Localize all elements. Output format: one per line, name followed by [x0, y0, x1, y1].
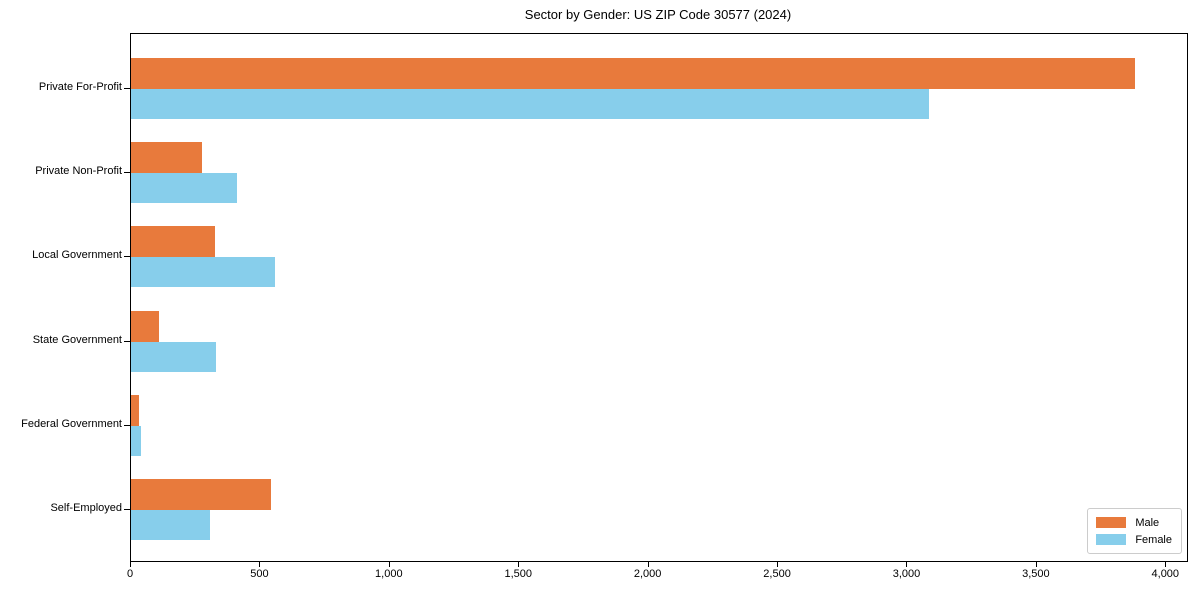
- x-tick-mark-1500: [518, 561, 520, 567]
- legend-label-male: Male: [1135, 516, 1160, 529]
- plot-area: Male Female: [130, 33, 1188, 562]
- y-tick-mark-private-for-profit: [124, 88, 130, 89]
- x-tick-mark-4000: [1165, 561, 1167, 567]
- x-tick-mark-2500: [777, 561, 779, 567]
- bar-female-private-non-profit: [131, 173, 238, 204]
- chart-title: Sector by Gender: US ZIP Code 30577 (202…: [524, 7, 792, 22]
- x-tick-label-2000: 2,000: [633, 568, 662, 580]
- bar-male-self-employed: [131, 479, 271, 510]
- y-tick-mark-federal-government: [124, 424, 130, 426]
- x-tick-mark-1000: [388, 561, 390, 567]
- legend-swatch-male: [1096, 517, 1127, 528]
- y-tick-label-federal-government: Federal Government: [21, 417, 122, 430]
- bar-female-state-government: [131, 341, 217, 372]
- x-tick-mark-2000: [647, 561, 649, 567]
- bar-male-state-government: [131, 310, 160, 342]
- bar-female-private-for-profit: [131, 89, 930, 119]
- y-tick-label-self-employed: Self-Employed: [50, 502, 122, 514]
- x-tick-label-3000: 3,000: [892, 568, 921, 580]
- bar-male-private-non-profit: [131, 142, 203, 174]
- x-tick-mark-500: [259, 561, 261, 567]
- x-tick-label-1000: 1,000: [375, 568, 403, 580]
- bar-male-local-government: [131, 226, 216, 258]
- x-tick-label-1500: 1,500: [504, 568, 532, 580]
- x-tick-label-0: 0: [126, 568, 134, 580]
- y-tick-mark-state-government: [124, 340, 130, 342]
- bar-male-private-for-profit: [131, 58, 1136, 89]
- y-tick-label-private-non-profit: Private Non-Profit: [35, 165, 122, 178]
- y-tick-label-state-government: State Government: [32, 333, 122, 346]
- legend-swatch-female: [1096, 534, 1127, 545]
- x-tick-label-500: 500: [250, 568, 269, 580]
- x-tick-label-2500: 2,500: [763, 568, 791, 580]
- bar-male-federal-government: [131, 394, 139, 426]
- legend-item-female: Female: [1096, 531, 1172, 548]
- y-tick-mark-self-employed: [124, 509, 130, 510]
- legend-label-female: Female: [1135, 533, 1172, 546]
- y-tick-mark-local-government: [124, 256, 130, 258]
- x-tick-label-4000: 4,000: [1151, 568, 1180, 580]
- bar-female-federal-government: [131, 425, 142, 456]
- legend-item-male: Male: [1096, 514, 1172, 531]
- bar-female-self-employed: [131, 510, 210, 540]
- bar-female-local-government: [131, 257, 275, 288]
- x-tick-mark-3500: [1035, 561, 1037, 567]
- y-tick-mark-private-non-profit: [124, 172, 130, 174]
- y-tick-label-private-for-profit: Private For-Profit: [38, 81, 122, 93]
- x-tick-mark-0: [130, 561, 131, 567]
- x-tick-mark-3000: [906, 561, 908, 567]
- x-tick-label-3500: 3,500: [1022, 568, 1050, 580]
- y-tick-label-local-government: Local Government: [32, 249, 122, 262]
- legend: Male Female: [1087, 508, 1182, 554]
